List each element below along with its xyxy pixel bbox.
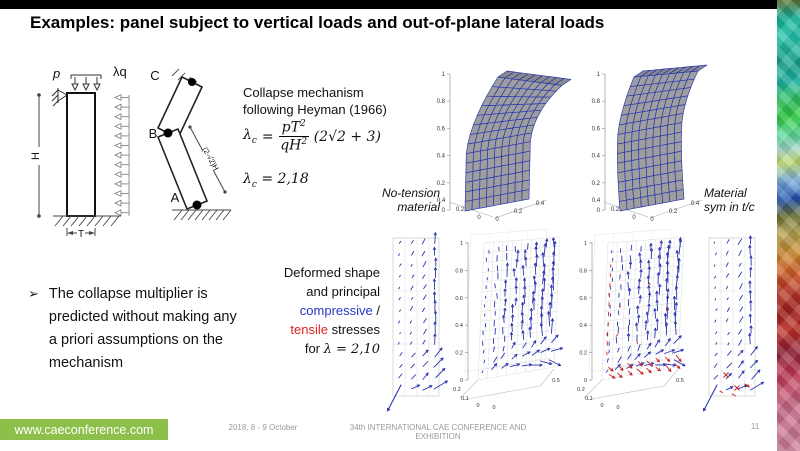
mechanism-upper-block [156, 75, 204, 140]
p-load-bar [70, 74, 102, 79]
collapse-line2: following Heyman (1966) [243, 102, 387, 117]
svg-text:0.1: 0.1 [461, 396, 469, 402]
svg-text:0: 0 [442, 208, 446, 214]
svg-text:0: 0 [584, 378, 587, 384]
svg-text:0.2: 0.2 [453, 387, 461, 393]
svg-text:0.4: 0.4 [592, 198, 601, 204]
svg-text:0.8: 0.8 [579, 268, 587, 274]
dim-t-label: T [78, 229, 84, 240]
p-load-label: p [52, 66, 60, 81]
no-tension-material-label: No-tension material [381, 186, 440, 214]
svg-text:0.2: 0.2 [579, 351, 587, 357]
hinge-b-dot [163, 128, 173, 138]
bullet-text: The collapse multiplier is predicted wit… [48, 286, 237, 371]
formula-numerator: pT2 [278, 119, 309, 138]
footer-date: 2018, 8 - 9 October [228, 423, 298, 432]
svg-text:0: 0 [600, 403, 603, 409]
dim-h-label: H [30, 152, 42, 160]
point-a-label: A [171, 190, 180, 205]
svg-text:0.8: 0.8 [592, 99, 601, 105]
svg-text:0.8: 0.8 [455, 268, 463, 274]
svg-text:0.6: 0.6 [592, 126, 601, 132]
svg-text:0.4: 0.4 [437, 198, 446, 204]
mechanism-lower-block [156, 127, 209, 211]
caption-compressive: compressive [299, 303, 373, 318]
page-number: 11 [750, 422, 760, 431]
hinge-c-dot [188, 78, 196, 86]
quiver-3d-compressive: 1 0.8 0.6 0.4 0.2 0 0.2 0.1 0 0 0.5 [452, 228, 574, 418]
svg-text:0: 0 [650, 217, 654, 223]
svg-text:1: 1 [460, 241, 463, 247]
svg-text:0.2: 0.2 [456, 207, 465, 213]
svg-text:0.2: 0.2 [437, 181, 446, 187]
svg-text:0.4: 0.4 [592, 154, 601, 160]
quiver-3d-compressive-tensile: 1 0.8 0.6 0.4 0.2 0 0.2 0.1 0 0 0.5 [576, 228, 698, 418]
formula-fraction: pT2 qH2 [278, 119, 309, 154]
svg-text:0: 0 [616, 405, 619, 411]
svg-text:1: 1 [442, 72, 446, 78]
svg-text:0: 0 [495, 217, 499, 223]
panel-outline [66, 92, 96, 217]
svg-text:0.4: 0.4 [455, 323, 463, 329]
quiver-side-view-left [386, 232, 448, 420]
svg-text:0.6: 0.6 [437, 126, 446, 132]
svg-text:0: 0 [632, 215, 636, 221]
svg-text:0: 0 [597, 208, 601, 214]
svg-text:1: 1 [597, 72, 601, 78]
q-load-label: λq [113, 64, 127, 79]
collapse-result: λc = 2,18 [243, 171, 309, 190]
svg-text:0.5: 0.5 [676, 378, 684, 384]
pin-support-icon [57, 89, 68, 102]
footer-url[interactable]: www.caeconference.com [14, 422, 154, 437]
svg-text:0.4: 0.4 [691, 201, 700, 207]
collapse-formula: λc = pT2 qH2 (2√2 + 3) [243, 119, 381, 154]
svg-text:0.1: 0.1 [585, 396, 593, 402]
svg-text:0.6: 0.6 [455, 296, 463, 302]
svg-text:0.2: 0.2 [592, 181, 601, 187]
deformed-shape-caption: Deformed shape and principal compressive… [252, 263, 380, 359]
caption-lambda: λ [323, 342, 332, 357]
slide-title: Examples: panel subject to vertical load… [30, 13, 605, 32]
collapse-line1: Collapse mechanism [243, 85, 364, 100]
svg-text:0.4: 0.4 [579, 323, 587, 329]
caption-tensile: tensile [290, 322, 328, 337]
svg-text:1: 1 [584, 241, 587, 247]
collapse-mechanism-text: Collapse mechanism following Heyman (196… [243, 84, 387, 118]
quiver-side-view-right [702, 234, 764, 420]
point-c-label: C [150, 68, 159, 83]
svg-text:0.4: 0.4 [536, 201, 545, 207]
svg-text:0.2: 0.2 [514, 209, 523, 215]
formula-lambda: λc [243, 127, 257, 147]
formula-tail: (2√2 + 3) [313, 128, 381, 145]
lateral-load-arrows [114, 94, 130, 217]
svg-text:0: 0 [460, 378, 463, 384]
bullet-point: ➢ The collapse multiplier is predicted w… [28, 283, 250, 375]
top-black-bar [0, 0, 777, 9]
hinge-a-dot [192, 200, 202, 210]
panel-load-diagram: H T p λq C B A (2-√2)H [30, 64, 232, 240]
decorative-color-strip [777, 0, 800, 451]
svg-text:0: 0 [476, 403, 479, 409]
footer-url-bar[interactable]: www.caeconference.com [0, 419, 168, 440]
svg-text:0: 0 [492, 405, 495, 411]
bullet-arrow-icon: ➢ [28, 286, 39, 301]
svg-text:0.2: 0.2 [669, 209, 678, 215]
point-b-label: B [149, 126, 158, 141]
footer-conference: 34th INTERNATIONAL CAE CONFERENCE AND EX… [349, 423, 527, 441]
mesh-plot-no-tension: 1 0.8 0.6 0.4 0.2 0 0.4 0.2 0 0 0.2 0.4 [433, 60, 583, 232]
caption-line2: and principal [306, 284, 380, 299]
svg-text:0.2: 0.2 [455, 351, 463, 357]
caption-line1: Deformed shape [283, 265, 380, 280]
svg-text:0.6: 0.6 [579, 296, 587, 302]
svg-text:0.4: 0.4 [437, 154, 446, 160]
svg-text:0.2: 0.2 [611, 207, 620, 213]
formula-equals: = [261, 128, 274, 145]
svg-text:0.2: 0.2 [577, 387, 585, 393]
mesh-plot-material-sym: 1 0.8 0.6 0.4 0.2 0 0.4 0.2 0 0 0.2 0.4 [588, 60, 738, 232]
formula-denominator: qH2 [280, 137, 308, 154]
svg-text:0: 0 [477, 215, 481, 221]
svg-text:0.5: 0.5 [552, 378, 560, 384]
svg-text:0.8: 0.8 [437, 99, 446, 105]
material-sym-label: Material sym in t/c [704, 186, 755, 214]
